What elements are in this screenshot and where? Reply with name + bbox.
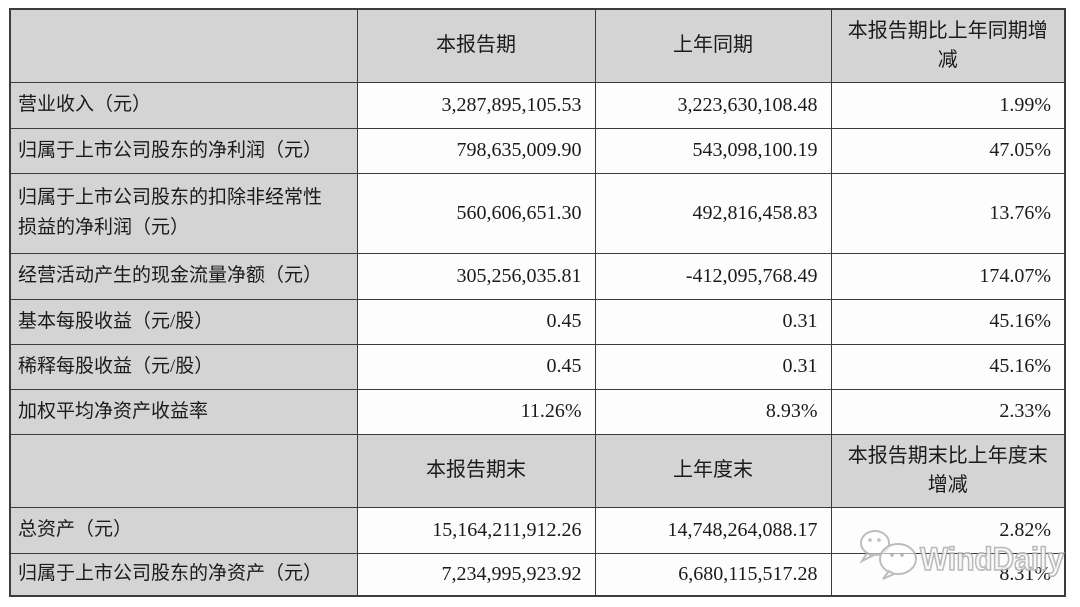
prior-period-cell: 3,223,630,108.48	[594, 81, 832, 129]
table-row-total-assets: 总资产（元） 15,164,211,912.26 14,748,264,088.…	[9, 506, 1066, 554]
row-label-cell: 营业收入（元）	[9, 81, 358, 129]
table-row-net-assets: 归属于上市公司股东的净资产（元） 7,234,995,923.92 6,680,…	[9, 552, 1066, 597]
prior-period-cell: 492,816,458.83	[594, 172, 832, 254]
change-cell: 2.82%	[830, 506, 1066, 554]
row-label-cell: 归属于上市公司股东的扣除非经常性 损益的净利润（元）	[9, 172, 358, 254]
change-cell: 45.16%	[830, 343, 1066, 390]
row-label-cell: 加权平均净资产收益率	[9, 388, 358, 435]
prior-period-cell: 543,098,100.19	[594, 127, 832, 174]
current-period-cell: 11.26%	[356, 388, 596, 435]
current-period-cell: 15,164,211,912.26	[356, 506, 596, 554]
prior-period-cell: 14,748,264,088.17	[594, 506, 832, 554]
prior-period-cell: 8.93%	[594, 388, 832, 435]
prior-period-cell: 0.31	[594, 298, 832, 345]
header-prior-period: 上年同期	[594, 8, 832, 83]
current-period-cell: 0.45	[356, 298, 596, 345]
prior-period-cell: 6,680,115,517.28	[594, 552, 832, 597]
header-current-period-end: 本报告期末	[356, 433, 596, 508]
current-period-cell: 305,256,035.81	[356, 252, 596, 300]
header-prior-year-end: 上年度末	[594, 433, 832, 508]
table-row-net-profit-excl-nonrecurring: 归属于上市公司股东的扣除非经常性 损益的净利润（元） 560,606,651.3…	[9, 172, 1066, 254]
row-label-cell: 归属于上市公司股东的净利润（元）	[9, 127, 358, 174]
row-label-cell: 稀释每股收益（元/股）	[9, 343, 358, 390]
table-row-basic-eps: 基本每股收益（元/股） 0.45 0.31 45.16%	[9, 298, 1066, 345]
change-cell: 8.31%	[830, 552, 1066, 597]
prior-period-cell: -412,095,768.49	[594, 252, 832, 300]
change-cell: 2.33%	[830, 388, 1066, 435]
current-period-cell: 3,287,895,105.53	[356, 81, 596, 129]
change-cell: 47.05%	[830, 127, 1066, 174]
period-end-header-row: 本报告期末 上年度末 本报告期末比上年度末 增减	[9, 433, 1066, 508]
header-period-end-change: 本报告期末比上年度末 增减	[830, 433, 1066, 508]
period-header-row: 本报告期 上年同期 本报告期比上年同期增 减	[9, 8, 1066, 83]
change-cell: 45.16%	[830, 298, 1066, 345]
current-period-cell: 798,635,009.90	[356, 127, 596, 174]
table-row-weighted-avg-roe: 加权平均净资产收益率 11.26% 8.93% 2.33%	[9, 388, 1066, 435]
financial-summary-table: 本报告期 上年同期 本报告期比上年同期增 减 营业收入（元） 3,287,895…	[9, 8, 1066, 597]
change-cell: 174.07%	[830, 252, 1066, 300]
current-period-cell: 560,606,651.30	[356, 172, 596, 254]
row-label-cell: 归属于上市公司股东的净资产（元）	[9, 552, 358, 597]
change-cell: 1.99%	[830, 81, 1066, 129]
current-period-cell: 0.45	[356, 343, 596, 390]
row-label-cell: 经营活动产生的现金流量净额（元）	[9, 252, 358, 300]
current-period-cell: 7,234,995,923.92	[356, 552, 596, 597]
table-row-operating-cash-flow: 经营活动产生的现金流量净额（元） 305,256,035.81 -412,095…	[9, 252, 1066, 300]
table-row-net-profit: 归属于上市公司股东的净利润（元） 798,635,009.90 543,098,…	[9, 127, 1066, 174]
header-period-change: 本报告期比上年同期增 减	[830, 8, 1066, 83]
table-row-diluted-eps: 稀释每股收益（元/股） 0.45 0.31 45.16%	[9, 343, 1066, 390]
header-current-period: 本报告期	[356, 8, 596, 83]
row-label-cell: 基本每股收益（元/股）	[9, 298, 358, 345]
change-cell: 13.76%	[830, 172, 1066, 254]
header-empty-cell	[9, 8, 358, 83]
prior-period-cell: 0.31	[594, 343, 832, 390]
table-row-operating-revenue: 营业收入（元） 3,287,895,105.53 3,223,630,108.4…	[9, 81, 1066, 129]
row-label-cell: 总资产（元）	[9, 506, 358, 554]
header-empty-cell	[9, 433, 358, 508]
